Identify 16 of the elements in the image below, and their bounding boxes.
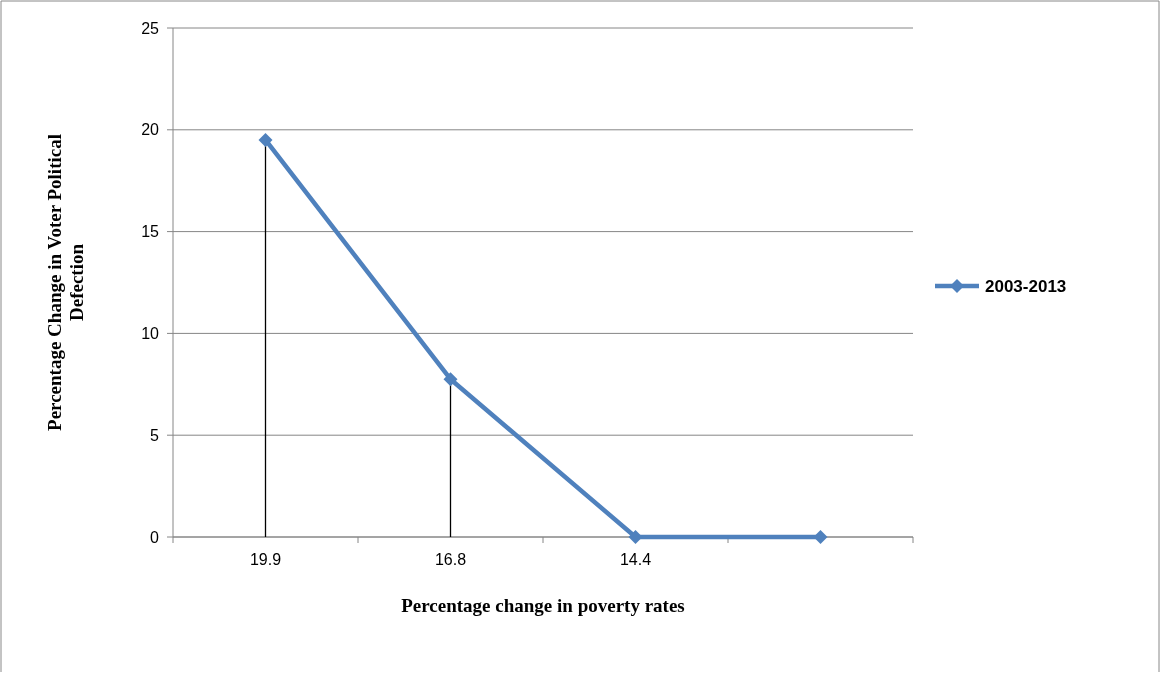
x-tick-label: 19.9 [249,551,282,568]
y-tick-label: 25 [141,19,160,37]
y-tick-label: 15 [141,223,160,241]
x-tick-label: 16.8 [434,551,467,568]
y-tick-label: 5 [150,426,160,444]
legend-label: 2003-2013 [985,276,1067,296]
y-tick-label: 0 [150,528,160,546]
y-tick-label: 20 [141,121,160,139]
y-tick-label: 10 [141,325,160,342]
x-tick-label: 14.4 [619,551,652,568]
point [628,530,643,544]
point [258,132,273,147]
point [443,372,458,387]
y-axis-title: Percentage Change in Voter Political Defection [44,134,87,431]
x-axis-title: Percentage change in poverty rates [401,595,685,616]
point [813,530,828,544]
